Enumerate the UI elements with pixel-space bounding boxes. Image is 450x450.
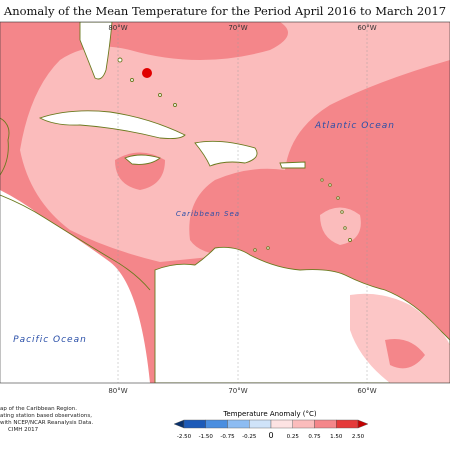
ocean-label: Pacific Ocean [13, 335, 87, 345]
colorbar-title: Temperature Anomaly (°C) [222, 410, 317, 418]
colorbar-box [183, 419, 206, 429]
anomaly-zone [20, 22, 450, 262]
longitude-label: 60°W [357, 387, 376, 395]
map-frame [0, 21, 450, 384]
hotspot [142, 68, 152, 78]
footnote-line: CIMH 2017 [8, 427, 39, 433]
colorbar-label: -0.75 [220, 434, 235, 440]
longitude-label: 80°W [108, 24, 127, 32]
colorbar-end [357, 419, 369, 429]
colorbar-box [336, 419, 359, 429]
colorbar-label: 1.50 [330, 434, 343, 440]
hispaniola [194, 140, 258, 167]
ocean-label: Caribbean Sea [176, 210, 240, 218]
florida [79, 22, 113, 80]
map: Atlantic Ocean Caribbean Sea Pacific Oce… [0, 22, 450, 383]
title: Anomaly of the Mean Temperature for the … [3, 4, 446, 18]
central-america-coast [0, 194, 151, 291]
footnote-line: ap of the Caribbean Region. [0, 406, 77, 412]
colorbar-box [314, 419, 337, 429]
anomaly-zone [385, 339, 425, 369]
colorbar-end [173, 419, 185, 429]
footnote-line: ating station based observations, [0, 413, 92, 419]
colorbar-label: 0.75 [308, 434, 321, 440]
colorbar-box [227, 419, 250, 429]
footnote-line: with NCEP/NCAR Reanalysis Data. [0, 420, 93, 426]
colorbar-label: 0.25 [287, 434, 300, 440]
islands [117, 57, 352, 252]
colorbar-box [292, 419, 315, 429]
graticule [117, 22, 368, 383]
colorbar-box [205, 419, 228, 429]
colorbar-label: -2.50 [177, 434, 192, 440]
footnote: ap of the Caribbean Region.ating station… [0, 406, 93, 433]
ocean-label: Atlantic Ocean [314, 121, 395, 131]
puerto-rico [279, 161, 306, 169]
longitude-label: 70°W [228, 387, 247, 395]
colorbar-label: 2.50 [352, 434, 365, 440]
longitude-label: 60°W [357, 24, 376, 32]
longitude-label: 80°W [108, 387, 127, 395]
colorbar-label: -0.25 [242, 434, 257, 440]
colorbar-box [249, 419, 272, 429]
yucatan-coast [0, 117, 10, 176]
colorbar-box [270, 419, 293, 429]
colorbar-label: 0 [268, 431, 273, 440]
colorbar-label: -1.50 [199, 434, 214, 440]
anomaly-zone [0, 22, 64, 85]
colorbar: -2.50 -1.50 -0.75 -0.25 0 0.25 0.75 1.50 2.50 [173, 419, 369, 440]
anomaly-zone [350, 293, 450, 383]
longitude-label: 70°W [228, 24, 247, 32]
anomaly-zone [320, 207, 361, 245]
pacific [0, 190, 150, 383]
jamaica [124, 154, 161, 165]
cuba [38, 110, 186, 140]
